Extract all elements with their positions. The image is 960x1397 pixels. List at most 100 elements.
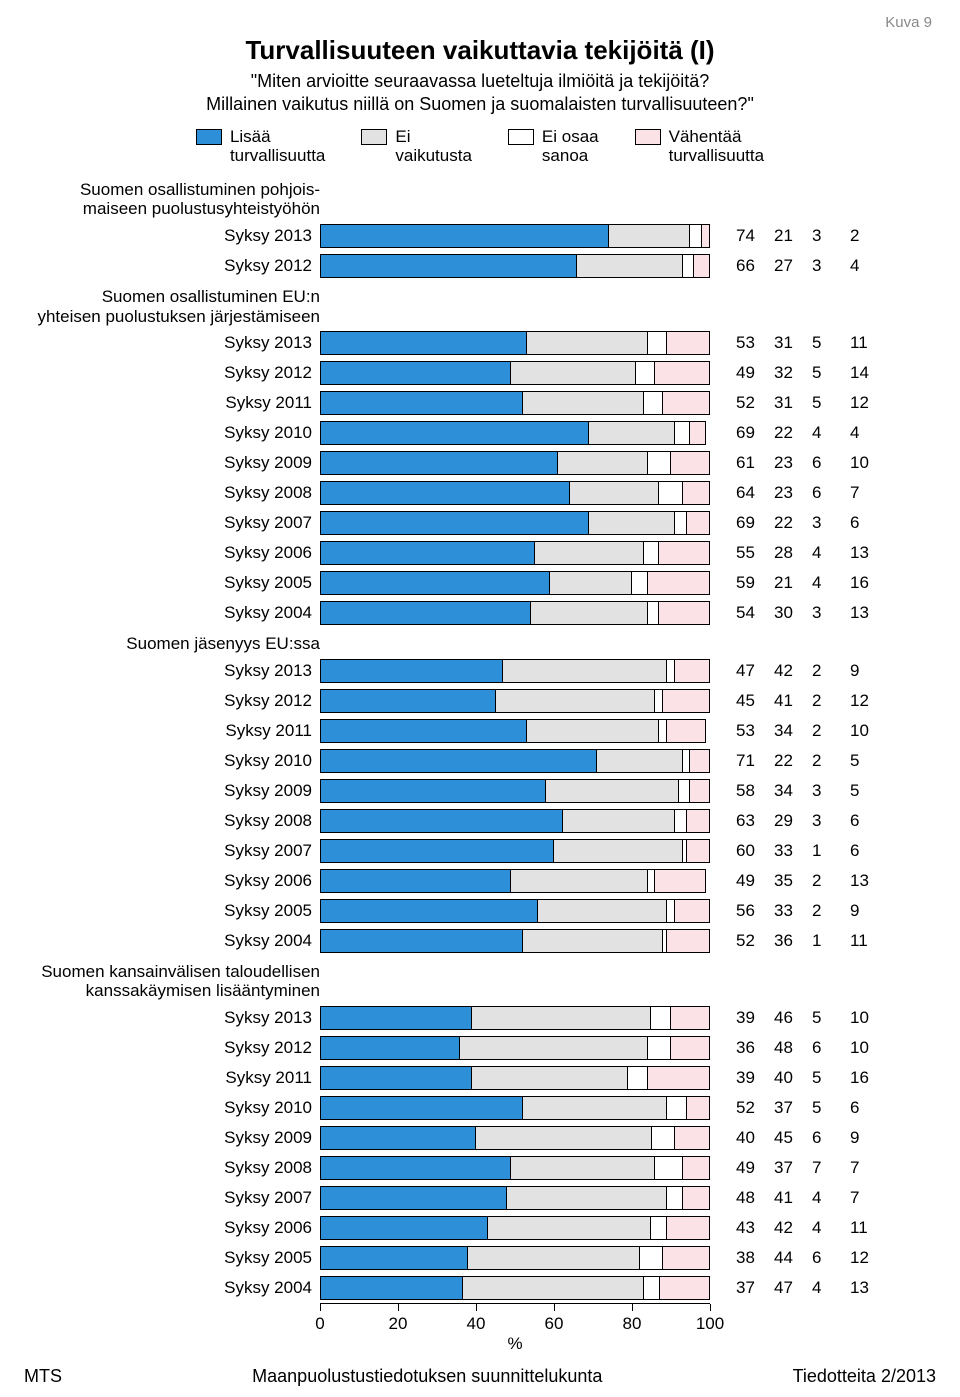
- value-cell: 6: [812, 1128, 850, 1148]
- value-cell: 54: [736, 603, 774, 623]
- bar-segment: [320, 839, 554, 863]
- row-values: 662734: [736, 256, 888, 276]
- bar-segment: [531, 601, 648, 625]
- bar-segment: [648, 601, 660, 625]
- stacked-bar: [320, 809, 710, 833]
- group-header: Suomen osallistuminen EU:n yhteisen puol…: [20, 287, 320, 326]
- data-row: Syksy 2005563329: [20, 896, 940, 926]
- value-cell: 52: [736, 393, 774, 413]
- stacked-bar: [320, 869, 710, 893]
- bar-segment: [659, 601, 710, 625]
- value-cell: 7: [850, 483, 888, 503]
- data-row: Syksy 20055921416: [20, 568, 940, 598]
- value-cell: 3: [812, 226, 850, 246]
- data-row: Syksy 20123648610: [20, 1033, 940, 1063]
- row-values: 5236111: [736, 931, 888, 951]
- bar-segment: [570, 481, 660, 505]
- bar-segment: [690, 749, 710, 773]
- bar-segment: [472, 1006, 651, 1030]
- value-cell: 21: [774, 573, 812, 593]
- stacked-bar: [320, 1276, 710, 1300]
- tick-mark: [476, 1304, 477, 1311]
- bar-segment: [320, 421, 589, 445]
- bar-segment: [667, 1096, 687, 1120]
- tick-mark: [632, 1304, 633, 1311]
- value-cell: 16: [850, 573, 888, 593]
- value-cell: 11: [850, 1218, 888, 1238]
- value-cell: 28: [774, 543, 812, 563]
- subtitle-line-2: Millainen vaikutus niillä on Suomen ja s…: [206, 94, 754, 114]
- bar-segment: [320, 331, 527, 355]
- row-values: 523756: [736, 1098, 888, 1118]
- value-cell: 36: [736, 1038, 774, 1058]
- bar-segment: [628, 1066, 648, 1090]
- row-values: 3747413: [736, 1278, 888, 1298]
- row-values: 3844612: [736, 1248, 888, 1268]
- row-values: 5331511: [736, 333, 888, 353]
- bar-segment: [320, 511, 589, 535]
- value-cell: 4: [812, 423, 850, 443]
- value-cell: 31: [774, 393, 812, 413]
- stacked-bar: [320, 511, 710, 535]
- bar-segment: [675, 899, 710, 923]
- bar-segment: [597, 749, 683, 773]
- value-cell: 13: [850, 543, 888, 563]
- value-cell: 7: [850, 1188, 888, 1208]
- stacked-bar: [320, 601, 710, 625]
- bar-segment: [659, 719, 667, 743]
- row-label: Syksy 2011: [20, 1068, 320, 1088]
- bar-segment: [320, 659, 503, 683]
- stacked-bar: [320, 224, 710, 248]
- value-cell: 3: [812, 513, 850, 533]
- bar-segment: [535, 541, 644, 565]
- footer-center: Maanpuolustustiedotuksen suunnittelukunt…: [252, 1366, 602, 1387]
- value-cell: 47: [736, 661, 774, 681]
- bar-segment: [507, 1186, 667, 1210]
- value-cell: 21: [774, 226, 812, 246]
- value-cell: 44: [774, 1248, 812, 1268]
- value-cell: 6: [850, 811, 888, 831]
- chart-body: Suomen osallistuminen pohjois- maiseen p…: [20, 180, 940, 1303]
- row-label: Syksy 2005: [20, 1248, 320, 1268]
- value-cell: 2: [812, 871, 850, 891]
- legend-item: Vähentää turvallisuutta: [635, 127, 764, 166]
- row-values: 632936: [736, 811, 888, 831]
- row-values: 3648610: [736, 1038, 888, 1058]
- bar-segment: [468, 1246, 640, 1270]
- row-values: 5430313: [736, 603, 888, 623]
- value-cell: 56: [736, 901, 774, 921]
- bar-segment: [663, 391, 710, 415]
- value-cell: 55: [736, 543, 774, 563]
- value-cell: 30: [774, 603, 812, 623]
- bar-segment: [663, 689, 710, 713]
- row-label: Syksy 2009: [20, 453, 320, 473]
- bar-segment: [320, 1036, 460, 1060]
- value-cell: 13: [850, 603, 888, 623]
- value-cell: 11: [850, 931, 888, 951]
- value-cell: 66: [736, 256, 774, 276]
- legend-item: Lisää turvallisuutta: [196, 127, 325, 166]
- value-cell: 13: [850, 871, 888, 891]
- axis-tick-labels: 020406080100: [320, 1312, 710, 1334]
- value-cell: 4: [812, 1218, 850, 1238]
- stacked-bar: [320, 779, 710, 803]
- bar-segment: [702, 224, 710, 248]
- row-label: Syksy 2012: [20, 691, 320, 711]
- value-cell: 71: [736, 751, 774, 771]
- data-row: Syksy 20115334210: [20, 716, 940, 746]
- value-cell: 43: [736, 1218, 774, 1238]
- value-cell: 12: [850, 393, 888, 413]
- row-values: 4342411: [736, 1218, 888, 1238]
- data-row: Syksy 20124541212: [20, 686, 940, 716]
- bar-segment: [511, 869, 648, 893]
- bar-segment: [320, 899, 538, 923]
- page-footer: MTS Maanpuolustustiedotuksen suunnittelu…: [20, 1366, 940, 1387]
- row-label: Syksy 2011: [20, 393, 320, 413]
- row-values: 4935213: [736, 871, 888, 891]
- value-cell: 5: [850, 781, 888, 801]
- bar-segment: [511, 1156, 655, 1180]
- row-values: 4932514: [736, 363, 888, 383]
- row-values: 5921416: [736, 573, 888, 593]
- value-cell: 7: [850, 1158, 888, 1178]
- row-label: Syksy 2004: [20, 603, 320, 623]
